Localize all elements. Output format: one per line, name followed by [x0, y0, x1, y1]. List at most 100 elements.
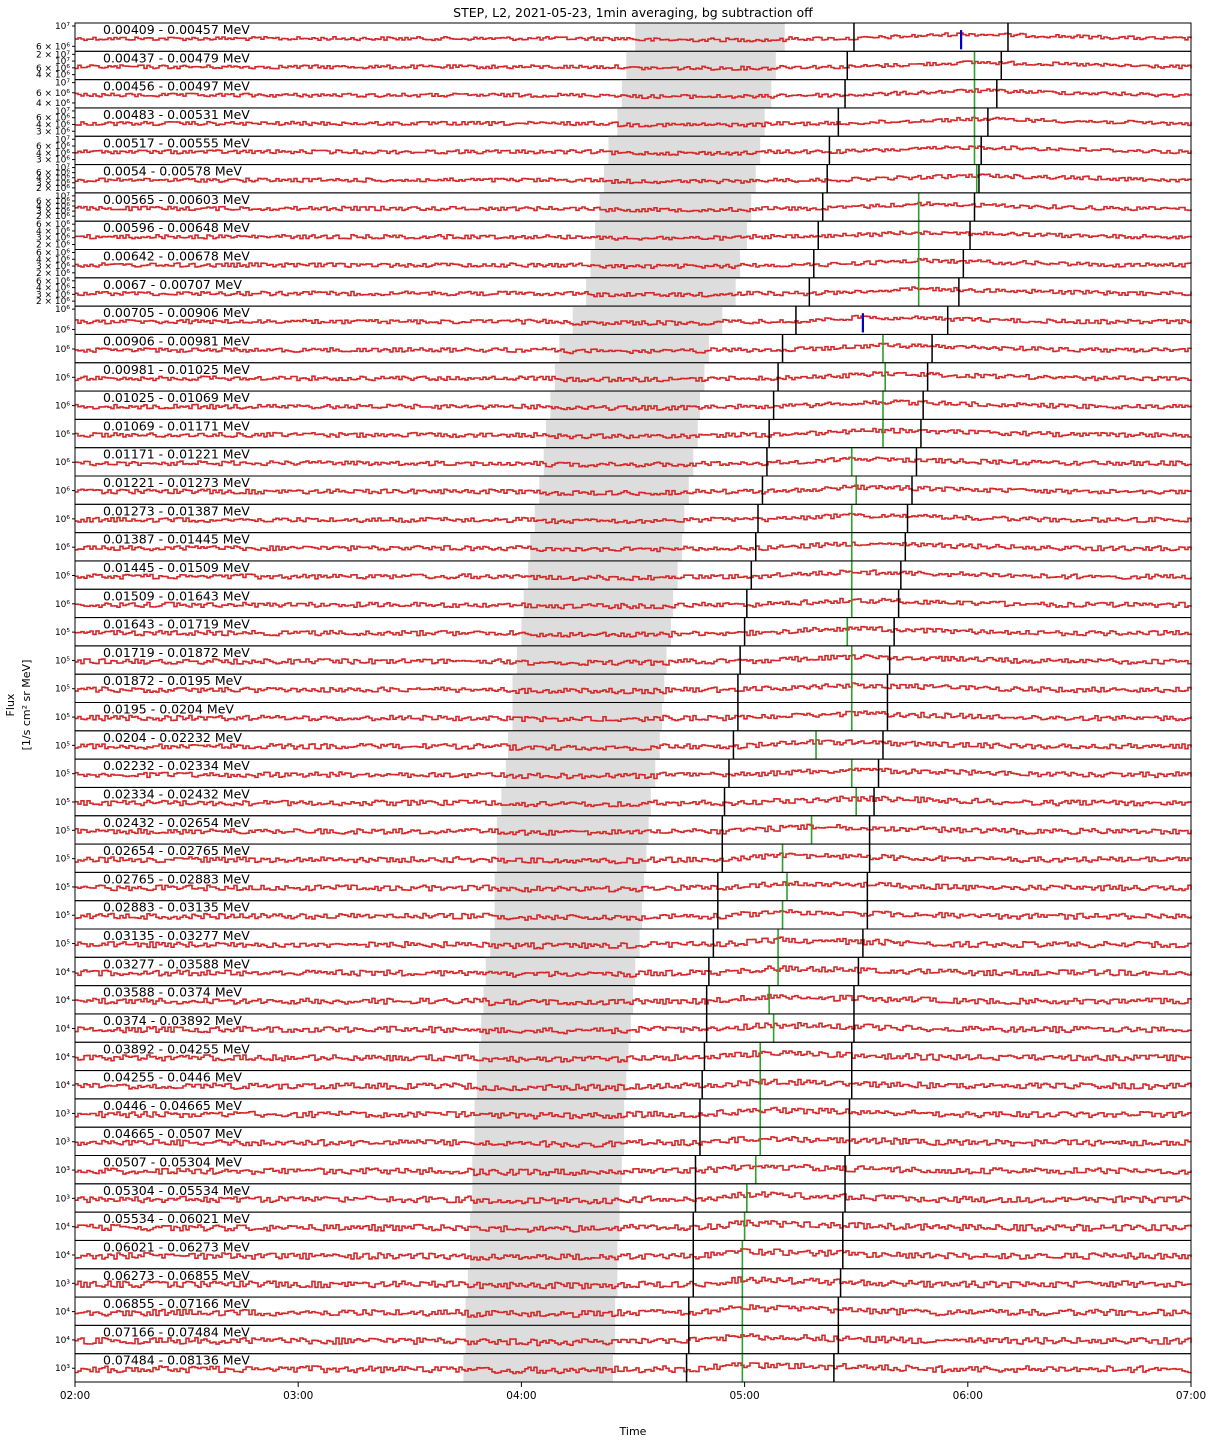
y-tick-label: 10⁶ — [55, 345, 70, 355]
y-tick-label: 10⁴ — [55, 996, 70, 1006]
flux-trace — [75, 286, 1192, 298]
y-tick-label: 3 × 10⁶ — [36, 207, 70, 217]
panel-36: 0.0374 - 0.03892 MeV 10⁴ — [55, 1013, 1192, 1043]
panel-energy-label: 0.00565 - 0.00603 MeV — [103, 192, 250, 207]
panel-energy-label: 0.02334 - 0.02432 MeV — [103, 786, 250, 801]
y-tick-label: 6 × 10⁶ — [36, 169, 70, 179]
y-tick-label: 10⁵ — [55, 855, 70, 865]
y-tick-label: 10⁵ — [55, 940, 70, 950]
shaded-interval — [608, 136, 761, 165]
panel-41: 0.0507 - 0.05304 MeV 10³ — [55, 1155, 1192, 1185]
flux-trace — [75, 767, 1192, 780]
y-tick-label: 10⁶ — [55, 571, 70, 581]
shaded-interval — [472, 1155, 622, 1184]
panel-33: 0.03135 - 0.03277 MeV 10⁵ — [55, 928, 1192, 958]
x-tick-label: 05:00 — [729, 1390, 759, 1402]
shaded-interval — [465, 1325, 616, 1354]
panel-energy-label: 0.01719 - 0.01872 MeV — [103, 645, 250, 660]
flux-trace — [75, 936, 1192, 950]
panel-energy-label: 0.01509 - 0.01643 MeV — [103, 588, 250, 603]
panel-34: 0.03277 - 0.03588 MeV 10⁴ — [55, 956, 1192, 987]
panel-energy-label: 0.01643 - 0.01719 MeV — [103, 617, 250, 632]
flux-trace — [75, 1219, 1192, 1233]
flux-trace — [75, 1022, 1192, 1035]
y-tick-label: 10⁵ — [55, 713, 70, 723]
panel-energy-label: 0.03277 - 0.03588 MeV — [103, 956, 250, 971]
y-tick-label: 3 × 10⁶ — [36, 234, 70, 244]
y-tick-label: 2 × 10⁷ — [36, 50, 70, 60]
panel-38: 0.04255 - 0.0446 MeV 10⁴ — [55, 1070, 1192, 1100]
y-tick-label: 10⁴ — [55, 1223, 70, 1233]
panel-energy-label: 0.01445 - 0.01509 MeV — [103, 560, 250, 575]
panel-energy-label: 0.05304 - 0.05534 MeV — [103, 1183, 250, 1198]
y-tick-label: 10⁴ — [55, 1081, 70, 1091]
shaded-interval — [530, 532, 683, 561]
flux-trace — [75, 1136, 1192, 1148]
flux-trace — [75, 484, 1192, 496]
panel-energy-label: 0.0507 - 0.05304 MeV — [103, 1155, 242, 1170]
shaded-interval — [554, 362, 705, 392]
y-tick-label: 6 × 10⁶ — [36, 277, 70, 287]
flux-trace — [75, 569, 1192, 581]
shaded-interval — [539, 476, 689, 505]
shaded-interval — [494, 872, 645, 901]
panel-energy-label: 0.01069 - 0.01171 MeV — [103, 418, 250, 433]
flux-trace — [75, 682, 1192, 695]
flux-trace — [75, 965, 1192, 978]
panel-energy-label: 0.00456 - 0.00497 MeV — [103, 79, 250, 94]
flux-trace — [75, 230, 1192, 241]
flux-trace — [75, 512, 1192, 525]
y-tick-label: 10³ — [55, 1138, 70, 1148]
panel-energy-label: 0.02765 - 0.02883 MeV — [103, 871, 250, 886]
panel-energy-label: 0.04255 - 0.0446 MeV — [103, 1070, 242, 1085]
flux-trace — [75, 257, 1192, 269]
y-tick-label: 10⁶ — [55, 487, 70, 497]
panel-13: 0.00981 - 0.01025 MeV 10⁶ — [55, 362, 1192, 392]
y-tick-label: 10⁷ — [55, 79, 70, 89]
flux-trace — [75, 88, 1192, 99]
y-tick-label: 10³ — [55, 1109, 70, 1119]
y-tick-label: 10⁶ — [55, 515, 70, 525]
y-tick-label: 2 × 10⁶ — [36, 241, 70, 251]
y-tick-label: 2 × 10⁶ — [36, 269, 70, 279]
panel-17: 0.01221 - 0.01273 MeV 10⁶ — [55, 475, 1192, 505]
panel-energy-label: 0.0195 - 0.0204 MeV — [103, 702, 234, 717]
panel-energy-label: 0.06021 - 0.06273 MeV — [103, 1239, 250, 1254]
y-tick-label: 3 × 10⁶ — [36, 179, 70, 189]
panel-21: 0.01509 - 0.01643 MeV 10⁶ — [55, 588, 1192, 619]
flux-trace — [75, 399, 1192, 411]
shaded-interval — [474, 1127, 625, 1156]
shaded-interval — [528, 560, 678, 590]
panel-frame — [74, 1070, 1192, 1100]
flux-trace — [75, 654, 1192, 666]
shaded-interval — [603, 164, 756, 193]
panel-energy-label: 0.01273 - 0.01387 MeV — [103, 503, 250, 518]
y-tick-label: 10⁴ — [55, 1308, 70, 1318]
flux-trace — [75, 32, 1192, 43]
y-tick-label: 10⁶ — [55, 325, 70, 335]
y-tick-label: 10⁶ — [55, 600, 70, 610]
flux-trace — [75, 1164, 1192, 1177]
flux-trace — [75, 314, 1192, 326]
flux-trace — [75, 173, 1192, 185]
panel-28: 0.02334 - 0.02432 MeV 10⁵ — [55, 786, 1192, 817]
y-tick-label: 4 × 10⁶ — [36, 71, 70, 81]
y-tick-label: 10⁵ — [55, 826, 70, 836]
flux-trace — [75, 739, 1192, 751]
panel-48: 0.07484 - 0.08136 MeV 10³ — [55, 1353, 1192, 1383]
y-tick-label: 2 × 10⁶ — [36, 212, 70, 222]
panel-1: 0.00409 - 0.00457 MeV 10⁷ 6 × 10⁶ — [36, 22, 1192, 52]
flux-trace — [75, 1106, 1192, 1120]
panel-energy-label: 0.00642 - 0.00678 MeV — [103, 249, 250, 264]
shaded-interval — [617, 107, 765, 137]
panel-35: 0.03588 - 0.0374 MeV 10⁴ — [55, 985, 1192, 1015]
x-tick-label: 04:00 — [506, 1390, 536, 1402]
flux-trace — [75, 1333, 1192, 1347]
shaded-interval — [545, 419, 698, 448]
